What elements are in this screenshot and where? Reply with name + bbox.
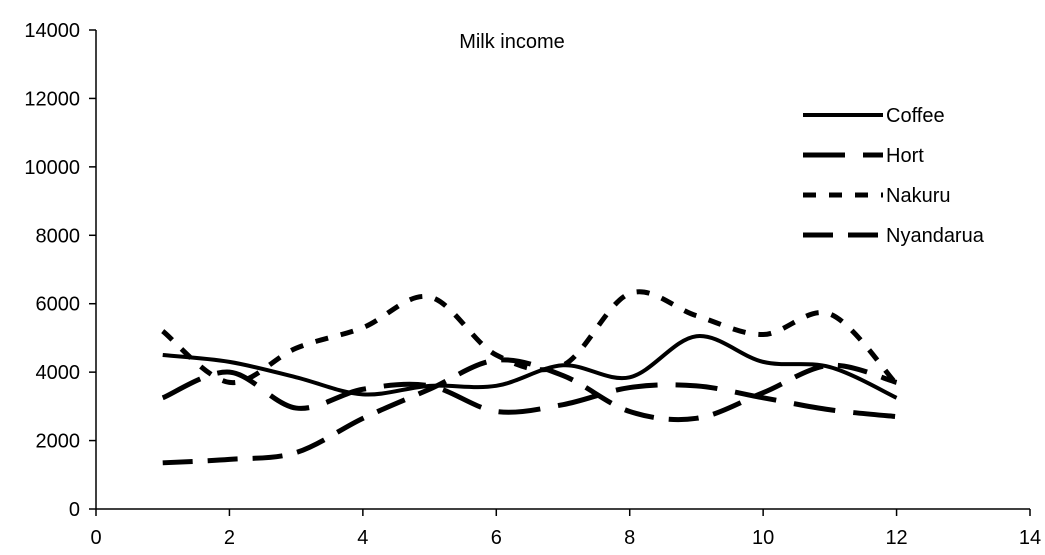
x-tick-label: 14 — [1019, 527, 1041, 549]
x-ticks: 0 2 4 6 8 10 12 14 — [90, 509, 1041, 549]
y-ticks: 0 2000 4000 6000 8000 10000 12000 14000 — [24, 20, 96, 521]
legend-label-nyandarua: Nyandarua — [886, 225, 985, 247]
x-tick-label: 8 — [624, 527, 635, 549]
chart-title: Milk income — [459, 31, 565, 53]
y-tick-label: 6000 — [36, 294, 81, 316]
y-tick-label: 8000 — [36, 225, 81, 247]
x-tick-label: 4 — [357, 527, 368, 549]
series-layer — [161, 289, 899, 466]
series-line-nyandarua — [162, 357, 898, 466]
x-tick-label: 12 — [885, 527, 907, 549]
x-tick-label: 2 — [224, 527, 235, 549]
x-tick-label: 0 — [90, 527, 101, 549]
y-tick-label: 12000 — [24, 88, 80, 110]
legend: Coffee Hort Nakuru Nyandarua — [803, 105, 985, 247]
y-tick-label: 4000 — [36, 362, 81, 384]
y-tick-label: 2000 — [36, 431, 81, 453]
series-line-hort — [161, 369, 897, 420]
legend-label-nakuru: Nakuru — [886, 185, 950, 207]
y-tick-label: 14000 — [24, 20, 80, 42]
x-tick-label: 6 — [491, 527, 502, 549]
axes — [95, 30, 1030, 510]
x-tick-label: 10 — [752, 527, 774, 549]
y-tick-label: 0 — [69, 499, 80, 521]
series-line-coffee — [162, 334, 898, 400]
legend-label-hort: Hort — [886, 145, 924, 167]
legend-label-coffee: Coffee — [886, 105, 945, 127]
y-tick-label: 10000 — [24, 157, 80, 179]
